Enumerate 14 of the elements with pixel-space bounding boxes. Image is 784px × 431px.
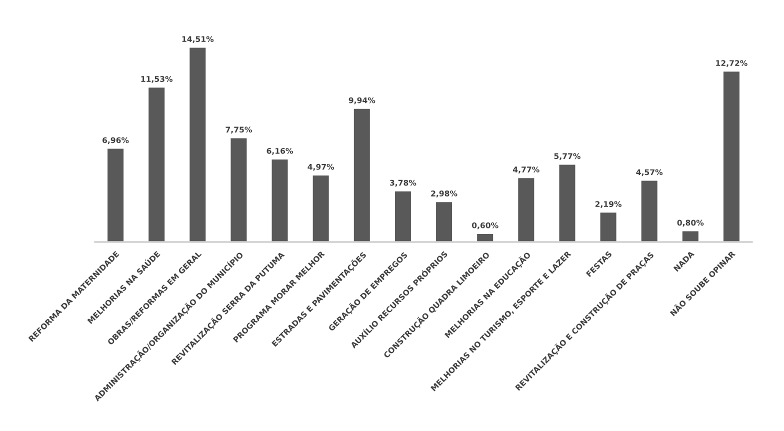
bar [600,212,616,242]
bar [230,138,247,242]
bar [436,202,452,242]
bar [272,160,288,242]
bar [354,108,370,242]
bar [108,148,124,242]
bar [190,48,206,242]
bar [641,180,658,242]
bar [723,72,740,242]
bar [148,88,165,242]
bar [559,164,576,242]
bar [518,178,534,242]
bar [312,175,329,242]
bar [394,191,411,242]
